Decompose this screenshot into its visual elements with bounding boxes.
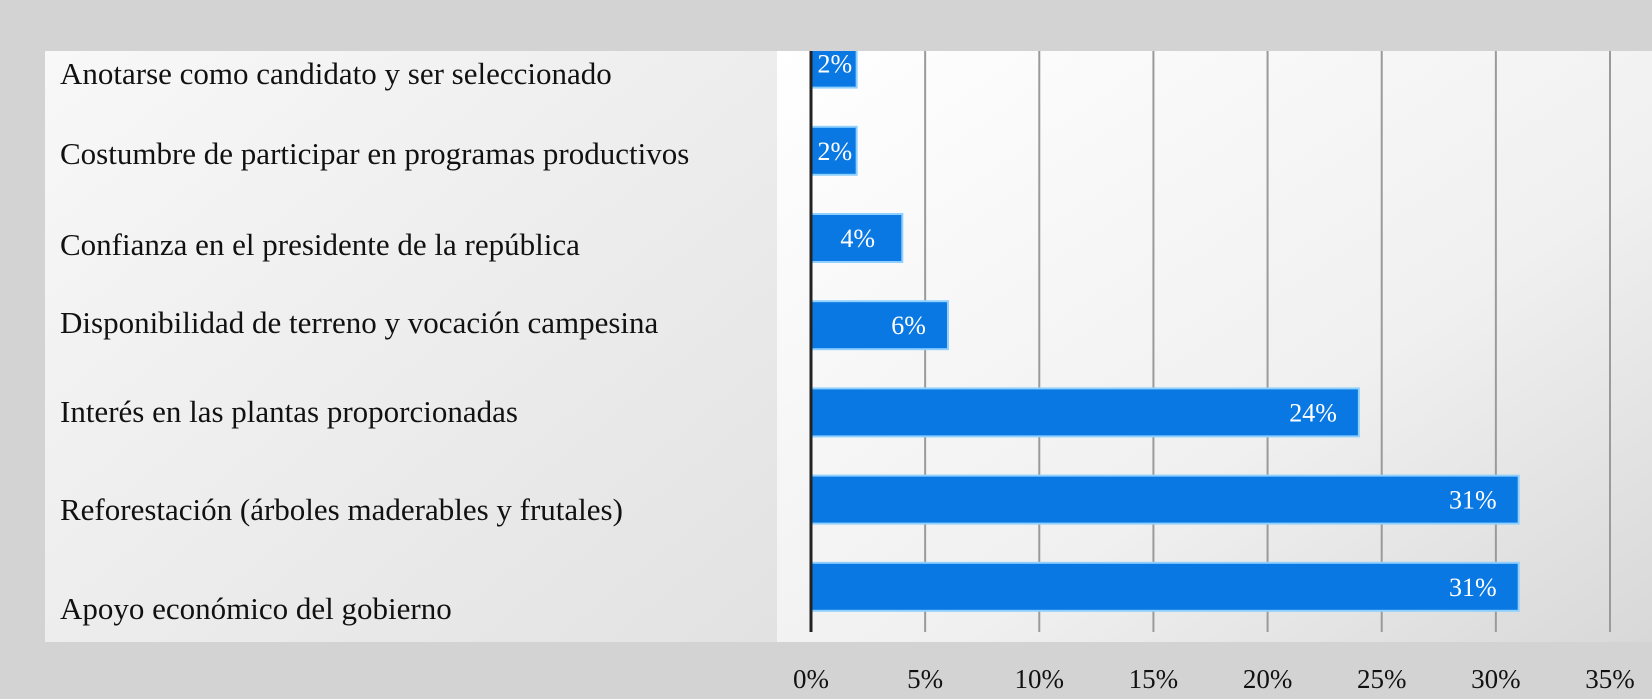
bars: 2% 2% 4% 6% 24% 31% 31% (810, 50, 1520, 612)
x-tick-label: 20% (1243, 664, 1293, 694)
bar (810, 561, 1520, 612)
category-label: Disponibilidad de terreno y vocación cam… (60, 305, 659, 340)
bar (810, 387, 1360, 438)
x-tick-labels: 0% 5% 10% 15% 20% 25% 30% 35% (793, 664, 1635, 694)
category-label: Reforestación (árboles maderables y frut… (60, 492, 623, 527)
category-label: Interés en las plantas proporcionadas (60, 394, 518, 429)
category-label: Apoyo económico del gobierno (60, 591, 452, 626)
data-label: 31% (1449, 573, 1497, 602)
data-label: 4% (840, 224, 875, 253)
data-label: 2% (817, 137, 852, 166)
x-tick-label: 30% (1471, 664, 1521, 694)
x-tick-label: 15% (1129, 664, 1179, 694)
category-label: Anotarse como candidato y ser selecciona… (60, 56, 612, 91)
bar (810, 300, 949, 351)
data-label: 31% (1449, 486, 1497, 515)
data-label: 2% (817, 50, 852, 79)
label-panel (45, 51, 777, 642)
category-label: Confianza en el presidente de la repúbli… (60, 227, 580, 262)
x-tick-label: 0% (793, 664, 829, 694)
x-tick-label: 35% (1585, 664, 1635, 694)
gridlines (924, 51, 1611, 632)
x-tick-label: 5% (907, 664, 943, 694)
category-label: Costumbre de participar en programas pro… (60, 136, 689, 171)
category-labels: Anotarse como candidato y ser selecciona… (60, 56, 689, 626)
data-label: 6% (891, 311, 926, 340)
x-tick-label: 25% (1357, 664, 1407, 694)
x-tick-label: 10% (1015, 664, 1065, 694)
bar (810, 474, 1520, 525)
data-label: 24% (1289, 398, 1337, 427)
